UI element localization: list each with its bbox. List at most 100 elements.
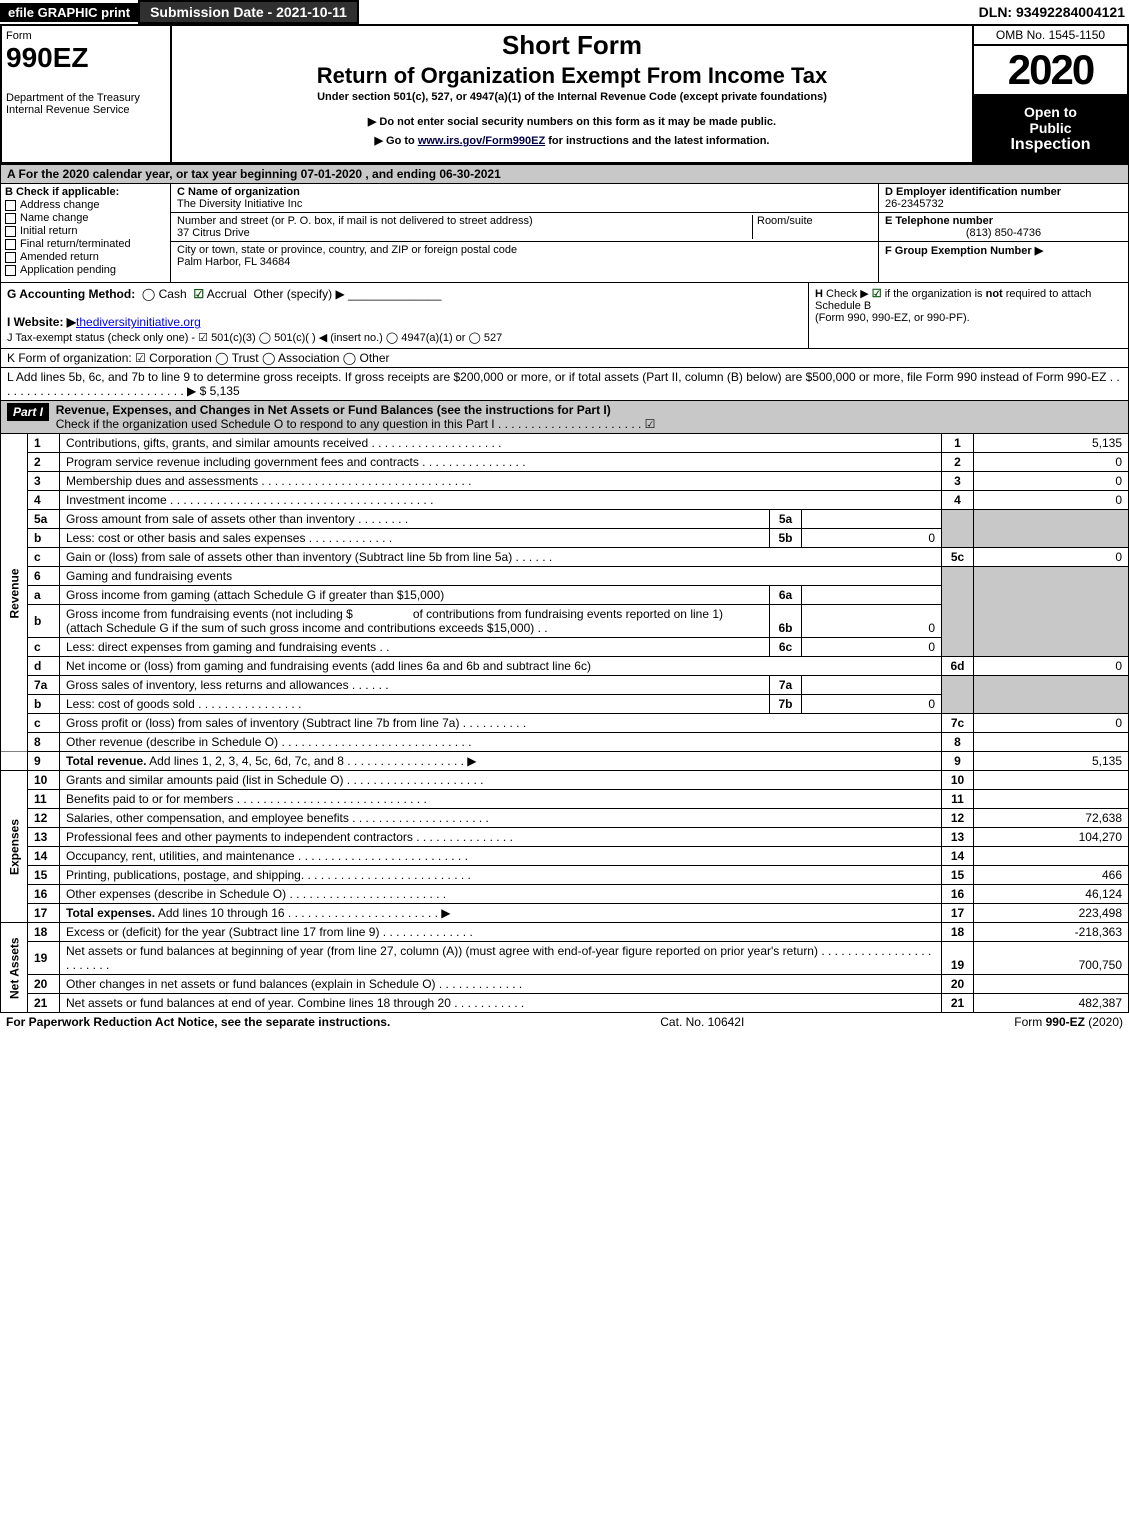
goto-pre: ▶ Go to bbox=[375, 135, 418, 147]
checkbox-icon bbox=[5, 252, 16, 263]
line-4-val: 0 bbox=[974, 491, 1129, 510]
line-10-desc: Grants and similar amounts paid (list in… bbox=[60, 771, 942, 790]
ein-value: 26-2345732 bbox=[885, 198, 1122, 210]
line-4-desc: Investment income . . . . . . . . . . . … bbox=[60, 491, 942, 510]
line-11-desc: Benefits paid to or for members . . . . … bbox=[60, 790, 942, 809]
top-bar: efile GRAPHIC print Submission Date - 20… bbox=[0, 0, 1129, 26]
line-21-val: 482,387 bbox=[974, 994, 1129, 1013]
part-sub: Check if the organization used Schedule … bbox=[56, 417, 656, 431]
line-12-val: 72,638 bbox=[974, 809, 1129, 828]
line-14-val bbox=[974, 847, 1129, 866]
line-a: A For the 2020 calendar year, or tax yea… bbox=[0, 164, 1129, 184]
line-12-desc: Salaries, other compensation, and employ… bbox=[60, 809, 942, 828]
line-16-val: 46,124 bbox=[974, 885, 1129, 904]
ein-label: D Employer identification number bbox=[885, 186, 1122, 198]
line-19-val: 700,750 bbox=[974, 942, 1129, 975]
line-6a-desc: Gross income from gaming (attach Schedul… bbox=[60, 586, 770, 605]
line-18-desc: Excess or (deficit) for the year (Subtra… bbox=[60, 923, 942, 942]
line-9-val: 5,135 bbox=[974, 752, 1129, 771]
header-right: OMB No. 1545-1150 2020 Open to Public In… bbox=[972, 26, 1127, 162]
submission-date-tab: Submission Date - 2021-10-11 bbox=[138, 0, 359, 24]
header-center: Short Form Return of Organization Exempt… bbox=[172, 26, 972, 162]
part-title: Revenue, Expenses, and Changes in Net As… bbox=[56, 403, 611, 417]
line-13-val: 104,270 bbox=[974, 828, 1129, 847]
part-1-content: Revenue, Expenses, and Changes in Net As… bbox=[56, 403, 656, 431]
return-title: Return of Organization Exempt From Incom… bbox=[180, 63, 964, 89]
section-h-text2: (Form 990, 990-EZ, or 990-PF). bbox=[815, 312, 1122, 324]
line-7a-desc: Gross sales of inventory, less returns a… bbox=[60, 676, 770, 695]
line-15-desc: Printing, publications, postage, and shi… bbox=[60, 866, 942, 885]
line-17-val: 223,498 bbox=[974, 904, 1129, 923]
line-16-desc: Other expenses (describe in Schedule O) … bbox=[60, 885, 942, 904]
line-5c-val: 0 bbox=[974, 548, 1129, 567]
addr-label: Number and street (or P. O. box, if mail… bbox=[177, 215, 752, 227]
line-6d-desc: Net income or (loss) from gaming and fun… bbox=[60, 657, 942, 676]
goto-link[interactable]: www.irs.gov/Form990EZ bbox=[418, 135, 545, 147]
form-header: Form 990EZ Department of the Treasury In… bbox=[0, 26, 1129, 164]
website-link[interactable]: thediversityinitiative.org bbox=[76, 315, 201, 329]
addr-row: Number and street (or P. O. box, if mail… bbox=[171, 213, 878, 242]
year-value: 2020 bbox=[1008, 46, 1093, 94]
line-3-desc: Membership dues and assessments . . . . … bbox=[60, 472, 942, 491]
revenue-side-label: Revenue bbox=[1, 434, 28, 752]
org-name-row: C Name of organization The Diversity Ini… bbox=[171, 184, 878, 213]
checkbox-icon bbox=[5, 213, 16, 224]
line-11-val bbox=[974, 790, 1129, 809]
org-name: The Diversity Initiative Inc bbox=[177, 198, 302, 210]
efile-print-tab[interactable]: efile GRAPHIC print bbox=[0, 3, 138, 22]
section-g: G Accounting Method: ◯ Cash ☑ Accrual Ot… bbox=[1, 283, 808, 348]
line-5a-desc: Gross amount from sale of assets other t… bbox=[60, 510, 770, 529]
line-17-desc: Total expenses. Add lines 10 through 16 … bbox=[60, 904, 942, 923]
line-9-desc: Total revenue. Add lines 1, 2, 3, 4, 5c,… bbox=[60, 752, 942, 771]
line-6c-desc: Less: direct expenses from gaming and fu… bbox=[60, 638, 770, 657]
public: Public bbox=[978, 120, 1123, 136]
tax-exempt-line: J Tax-exempt status (check only one) - ☑… bbox=[7, 331, 802, 344]
cb-application-pending[interactable]: Application pending bbox=[5, 264, 166, 276]
line-18-val: -218,363 bbox=[974, 923, 1129, 942]
line-k: K Form of organization: ☑ Corporation ◯ … bbox=[0, 349, 1129, 368]
city-label: City or town, state or province, country… bbox=[177, 244, 517, 256]
line-20-val bbox=[974, 975, 1129, 994]
line-5b-desc: Less: cost or other basis and sales expe… bbox=[60, 529, 770, 548]
inspection: Inspection bbox=[978, 136, 1123, 154]
city-value: Palm Harbor, FL 34684 bbox=[177, 256, 517, 268]
header-left: Form 990EZ Department of the Treasury In… bbox=[2, 26, 172, 162]
line-21-desc: Net assets or fund balances at end of ye… bbox=[60, 994, 942, 1013]
line-20-desc: Other changes in net assets or fund bala… bbox=[60, 975, 942, 994]
cb-name-change[interactable]: Name change bbox=[5, 212, 166, 224]
dept-irs: Internal Revenue Service bbox=[6, 104, 166, 116]
line-1-desc: Contributions, gifts, grants, and simila… bbox=[60, 434, 942, 453]
line-8-val bbox=[974, 733, 1129, 752]
section-h: H Check ▶ ☑ if the organization is not r… bbox=[808, 283, 1128, 348]
footer-left: For Paperwork Reduction Act Notice, see … bbox=[6, 1015, 390, 1029]
footer-right: Form 990-EZ (2020) bbox=[1014, 1015, 1123, 1029]
under-section: Under section 501(c), 527, or 4947(a)(1)… bbox=[180, 91, 964, 103]
omb-number: OMB No. 1545-1150 bbox=[974, 26, 1127, 46]
section-gh: G Accounting Method: ◯ Cash ☑ Accrual Ot… bbox=[0, 283, 1129, 349]
cb-address-change[interactable]: Address change bbox=[5, 199, 166, 211]
section-c: C Name of organization The Diversity Ini… bbox=[171, 184, 878, 282]
line-14-desc: Occupancy, rent, utilities, and maintena… bbox=[60, 847, 942, 866]
line-l-value: 5,135 bbox=[210, 384, 240, 398]
section-def: D Employer identification number 26-2345… bbox=[878, 184, 1128, 282]
cb-initial-return[interactable]: Initial return bbox=[5, 225, 166, 237]
cb-final-return[interactable]: Final return/terminated bbox=[5, 238, 166, 250]
tel-label: E Telephone number bbox=[885, 215, 1122, 227]
city-row: City or town, state or province, country… bbox=[171, 242, 878, 282]
ein-row: D Employer identification number 26-2345… bbox=[879, 184, 1128, 213]
line-6d-val: 0 bbox=[974, 657, 1129, 676]
line-6b-desc: Gross income from fundraising events (no… bbox=[60, 605, 770, 638]
line-l: L Add lines 5b, 6c, and 7b to line 9 to … bbox=[0, 368, 1129, 401]
cb-amended-return[interactable]: Amended return bbox=[5, 251, 166, 263]
line-5c-desc: Gain or (loss) from sale of assets other… bbox=[60, 548, 942, 567]
footer-center: Cat. No. 10642I bbox=[660, 1015, 744, 1029]
line-3-val: 0 bbox=[974, 472, 1129, 491]
room-suite: Room/suite bbox=[752, 215, 872, 239]
checkbox-icon bbox=[5, 200, 16, 211]
expenses-side-label: Expenses bbox=[1, 771, 28, 923]
checkbox-icon bbox=[5, 226, 16, 237]
line-6-desc: Gaming and fundraising events bbox=[60, 567, 942, 586]
line-7b-desc: Less: cost of goods sold . . . . . . . .… bbox=[60, 695, 770, 714]
section-b: B Check if applicable: Address change Na… bbox=[1, 184, 171, 282]
goto-post: for instructions and the latest informat… bbox=[545, 135, 769, 147]
